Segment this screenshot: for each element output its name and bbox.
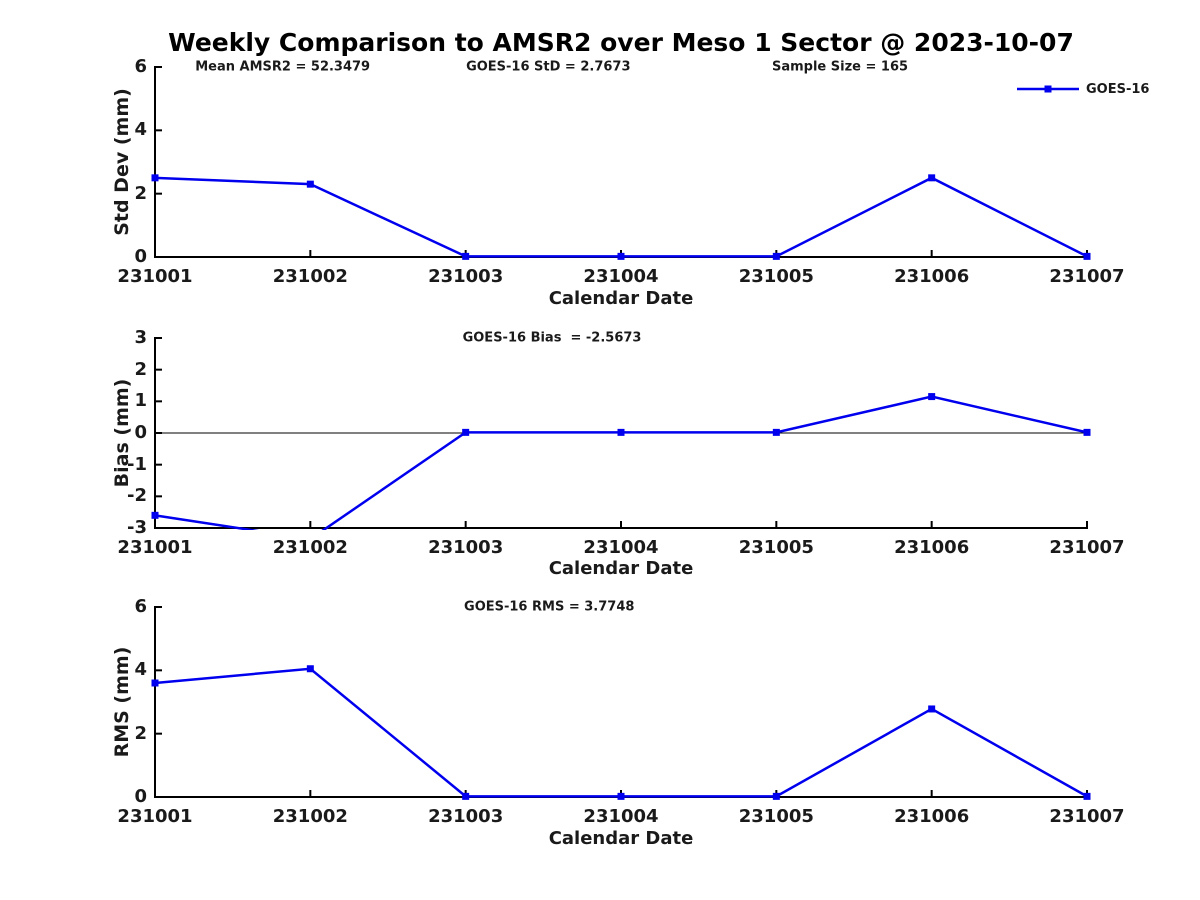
x-tick-label: 231002 xyxy=(272,266,348,287)
x-tick-label: 231005 xyxy=(738,266,814,287)
data-point-marker xyxy=(772,252,780,260)
data-point-marker xyxy=(462,252,470,260)
legend-line-sample xyxy=(1017,85,1079,93)
x-tick-label: 231003 xyxy=(428,537,504,558)
x-tick-label: 231007 xyxy=(1049,266,1125,287)
data-point-marker xyxy=(772,428,780,436)
x-tick-label: 231007 xyxy=(1049,806,1125,827)
data-point-marker xyxy=(151,679,159,687)
y-tick-label: 2 xyxy=(134,358,147,380)
data-point-marker xyxy=(306,180,314,188)
x-tick-label: 231001 xyxy=(117,537,193,558)
data-point-marker xyxy=(617,252,625,260)
x-axis-label-std-dev: Calendar Date xyxy=(548,288,694,309)
y-tick-label: -1 xyxy=(127,453,147,475)
y-axis-label-bias: Bias (mm) xyxy=(111,378,133,488)
x-axis-label-rms: Calendar Date xyxy=(548,828,694,849)
y-tick-label: 0 xyxy=(134,422,147,443)
data-line-rms xyxy=(154,667,1088,798)
y-tick-label: 3 xyxy=(134,327,147,348)
annotation-goes16-rms: GOES-16 RMS = 3.7748 xyxy=(464,599,635,615)
x-tick-label: 231005 xyxy=(738,537,814,558)
x-axis-label-bias: Calendar Date xyxy=(548,558,694,579)
x-tick-label: 231004 xyxy=(583,537,659,558)
y-tick-label: 2 xyxy=(134,182,147,204)
y-tick-label: 0 xyxy=(134,246,147,267)
data-line-std-dev xyxy=(154,176,1088,258)
data-point-marker xyxy=(462,428,470,436)
x-tick-label: 231003 xyxy=(428,806,504,827)
y-tick-label: 4 xyxy=(134,659,147,681)
y-tick-label: -2 xyxy=(127,485,147,507)
y-axis-label-rms: RMS (mm) xyxy=(111,646,133,758)
data-line-bias xyxy=(154,395,1088,530)
x-tick-label: 231001 xyxy=(117,266,193,287)
y-tick-label: 1 xyxy=(134,390,147,412)
data-point-marker xyxy=(306,665,314,673)
data-point-marker xyxy=(617,792,625,800)
annotation-goes16-std: GOES-16 StD = 2.7673 xyxy=(466,59,631,75)
data-point-marker xyxy=(462,792,470,800)
annotation-goes16-bias: GOES-16 Bias = -2.5673 xyxy=(462,330,642,346)
annotation-sample-size: Sample Size = 165 xyxy=(771,59,909,75)
y-tick-label: 0 xyxy=(134,786,147,807)
x-tick-label: 231006 xyxy=(894,806,970,827)
annotation-mean-amsr2: Mean AMSR2 = 52.3479 xyxy=(195,59,371,75)
data-point-marker xyxy=(151,174,159,182)
y-tick-label: 4 xyxy=(134,119,147,141)
data-point-marker xyxy=(1083,252,1091,260)
chart-title: Weekly Comparison to AMSR2 over Meso 1 S… xyxy=(168,28,1074,57)
x-tick-label: 231006 xyxy=(894,537,970,558)
legend: GOES-16 xyxy=(1016,80,1149,98)
data-point-marker xyxy=(1083,428,1091,436)
data-point-marker xyxy=(928,393,936,401)
x-tick-label: 231002 xyxy=(272,806,348,827)
y-tick-label: -3 xyxy=(127,517,147,538)
x-tick-label: 231004 xyxy=(583,266,659,287)
data-point-marker xyxy=(928,705,936,713)
y-tick-label: 2 xyxy=(134,722,147,744)
data-point-marker xyxy=(772,792,780,800)
x-tick-label: 231007 xyxy=(1049,537,1125,558)
y-tick-label: 6 xyxy=(134,56,147,77)
x-tick-label: 231006 xyxy=(894,266,970,287)
data-point-marker xyxy=(617,428,625,436)
x-tick-label: 231005 xyxy=(738,806,814,827)
data-point-marker xyxy=(151,511,159,519)
x-tick-label: 231003 xyxy=(428,266,504,287)
y-axis-label-std-dev: Std Dev (mm) xyxy=(111,88,133,236)
legend-square-marker-icon xyxy=(1044,85,1052,93)
x-tick-label: 231004 xyxy=(583,806,659,827)
data-point-marker xyxy=(928,174,936,182)
x-tick-label: 231001 xyxy=(117,806,193,827)
legend-label: GOES-16 xyxy=(1086,81,1150,97)
data-point-marker xyxy=(1083,792,1091,800)
x-tick-label: 231002 xyxy=(272,537,348,558)
y-tick-label: 6 xyxy=(134,596,147,617)
